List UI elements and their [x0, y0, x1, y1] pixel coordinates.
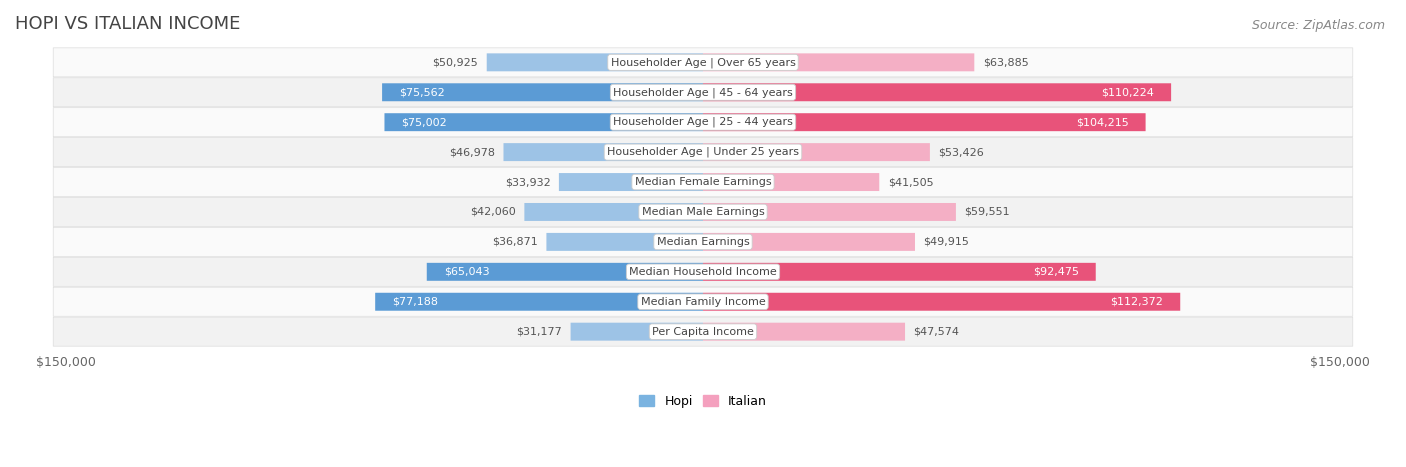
Text: Median Family Income: Median Family Income [641, 297, 765, 307]
FancyBboxPatch shape [486, 53, 703, 71]
FancyBboxPatch shape [53, 108, 1353, 137]
FancyBboxPatch shape [703, 203, 956, 221]
FancyBboxPatch shape [703, 53, 974, 71]
Text: $75,562: $75,562 [399, 87, 444, 97]
FancyBboxPatch shape [384, 113, 703, 131]
Text: Householder Age | Over 65 years: Householder Age | Over 65 years [610, 57, 796, 68]
Text: $112,372: $112,372 [1111, 297, 1163, 307]
Text: $77,188: $77,188 [392, 297, 439, 307]
FancyBboxPatch shape [547, 233, 703, 251]
Text: $49,915: $49,915 [924, 237, 969, 247]
Text: Householder Age | 45 - 64 years: Householder Age | 45 - 64 years [613, 87, 793, 98]
Text: Median Household Income: Median Household Income [628, 267, 778, 277]
FancyBboxPatch shape [703, 113, 1146, 131]
Text: Source: ZipAtlas.com: Source: ZipAtlas.com [1251, 19, 1385, 32]
Text: $41,505: $41,505 [887, 177, 934, 187]
FancyBboxPatch shape [703, 233, 915, 251]
FancyBboxPatch shape [53, 317, 1353, 346]
FancyBboxPatch shape [560, 173, 703, 191]
FancyBboxPatch shape [53, 257, 1353, 286]
FancyBboxPatch shape [53, 138, 1353, 167]
Text: HOPI VS ITALIAN INCOME: HOPI VS ITALIAN INCOME [15, 15, 240, 33]
Text: $53,426: $53,426 [938, 147, 984, 157]
FancyBboxPatch shape [571, 323, 703, 340]
FancyBboxPatch shape [53, 168, 1353, 197]
Text: $50,925: $50,925 [433, 57, 478, 67]
Text: $46,978: $46,978 [449, 147, 495, 157]
Text: $104,215: $104,215 [1076, 117, 1129, 127]
FancyBboxPatch shape [703, 323, 905, 340]
FancyBboxPatch shape [703, 83, 1171, 101]
FancyBboxPatch shape [53, 227, 1353, 256]
Text: Per Capita Income: Per Capita Income [652, 327, 754, 337]
FancyBboxPatch shape [382, 83, 703, 101]
Text: $65,043: $65,043 [444, 267, 489, 277]
FancyBboxPatch shape [375, 293, 703, 311]
Text: $110,224: $110,224 [1101, 87, 1154, 97]
FancyBboxPatch shape [703, 143, 929, 161]
Text: $75,002: $75,002 [402, 117, 447, 127]
Text: Householder Age | Under 25 years: Householder Age | Under 25 years [607, 147, 799, 157]
Text: $59,551: $59,551 [965, 207, 1010, 217]
Text: $31,177: $31,177 [516, 327, 562, 337]
FancyBboxPatch shape [703, 173, 879, 191]
FancyBboxPatch shape [53, 198, 1353, 226]
Text: Householder Age | 25 - 44 years: Householder Age | 25 - 44 years [613, 117, 793, 127]
Text: $63,885: $63,885 [983, 57, 1029, 67]
FancyBboxPatch shape [703, 293, 1180, 311]
Text: $42,060: $42,060 [470, 207, 516, 217]
Text: $47,574: $47,574 [914, 327, 959, 337]
FancyBboxPatch shape [703, 263, 1095, 281]
Text: $92,475: $92,475 [1033, 267, 1078, 277]
FancyBboxPatch shape [524, 203, 703, 221]
Text: $36,871: $36,871 [492, 237, 538, 247]
Text: Median Female Earnings: Median Female Earnings [634, 177, 772, 187]
FancyBboxPatch shape [427, 263, 703, 281]
FancyBboxPatch shape [53, 48, 1353, 77]
FancyBboxPatch shape [53, 78, 1353, 107]
FancyBboxPatch shape [503, 143, 703, 161]
FancyBboxPatch shape [53, 287, 1353, 316]
Text: Median Earnings: Median Earnings [657, 237, 749, 247]
Legend: Hopi, Italian: Hopi, Italian [634, 389, 772, 413]
Text: Median Male Earnings: Median Male Earnings [641, 207, 765, 217]
Text: $33,932: $33,932 [505, 177, 550, 187]
